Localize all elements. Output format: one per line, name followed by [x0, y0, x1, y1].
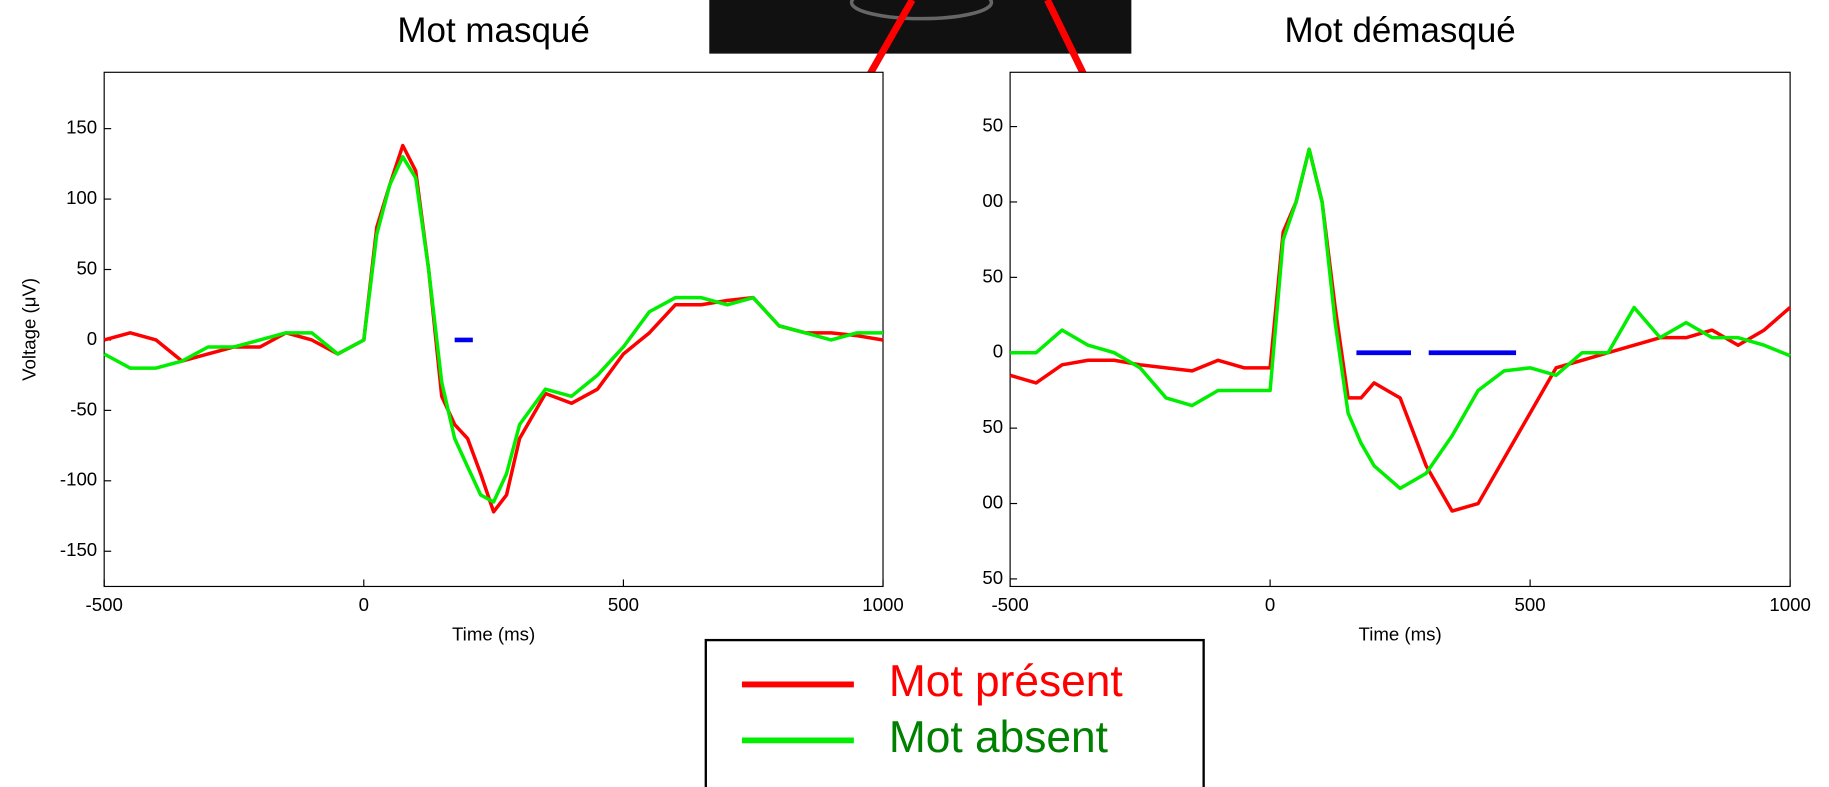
x-tick-label: -500 — [991, 594, 1028, 615]
plot-area — [1009, 71, 1791, 588]
series-line — [1010, 147, 1791, 491]
legend-label: Mot présent — [889, 657, 1123, 706]
x-tick-label: -500 — [86, 594, 123, 615]
plot-lines — [103, 143, 884, 514]
x-axis-label: Time (ms) — [452, 623, 535, 644]
x-tick-label: 0 — [1265, 594, 1275, 615]
chart-title: Mot masqué — [397, 11, 589, 50]
chart-title: Mot démasqué — [1284, 11, 1515, 50]
y-tick-label: 50 — [982, 567, 1003, 588]
y-tick-label: 0 — [993, 341, 1003, 362]
y-tick-label: -50 — [70, 398, 97, 419]
series-line — [103, 143, 884, 514]
series-line — [103, 155, 884, 504]
y-tick-label: 50 — [982, 114, 1003, 135]
y-tick-label: 150 — [66, 117, 97, 138]
y-tick-label: 50 — [76, 257, 97, 278]
x-axis-label: Time (ms) — [1359, 623, 1442, 644]
x-tick-label: 1000 — [1769, 594, 1810, 615]
series-line — [1009, 147, 1792, 513]
y-tick-label: 00 — [982, 190, 1003, 211]
y-axis-label: Voltage (μV) — [19, 278, 40, 381]
y-tick-label: 100 — [66, 187, 97, 208]
plot-lines — [1009, 147, 1792, 513]
x-tick-label: 500 — [608, 594, 639, 615]
y-tick-label: 00 — [982, 491, 1003, 512]
y-tick-label: 50 — [982, 416, 1003, 437]
x-tick-label: 0 — [359, 594, 369, 615]
legend-label: Mot absent — [889, 713, 1108, 762]
x-tick-label: 500 — [1515, 594, 1546, 615]
x-tick-label: 1000 — [862, 594, 903, 615]
legend — [704, 638, 1205, 787]
y-tick-label: -100 — [60, 469, 97, 490]
y-tick-label: 50 — [982, 265, 1003, 286]
y-tick-label: -150 — [60, 539, 97, 560]
y-tick-label: 0 — [87, 328, 97, 349]
